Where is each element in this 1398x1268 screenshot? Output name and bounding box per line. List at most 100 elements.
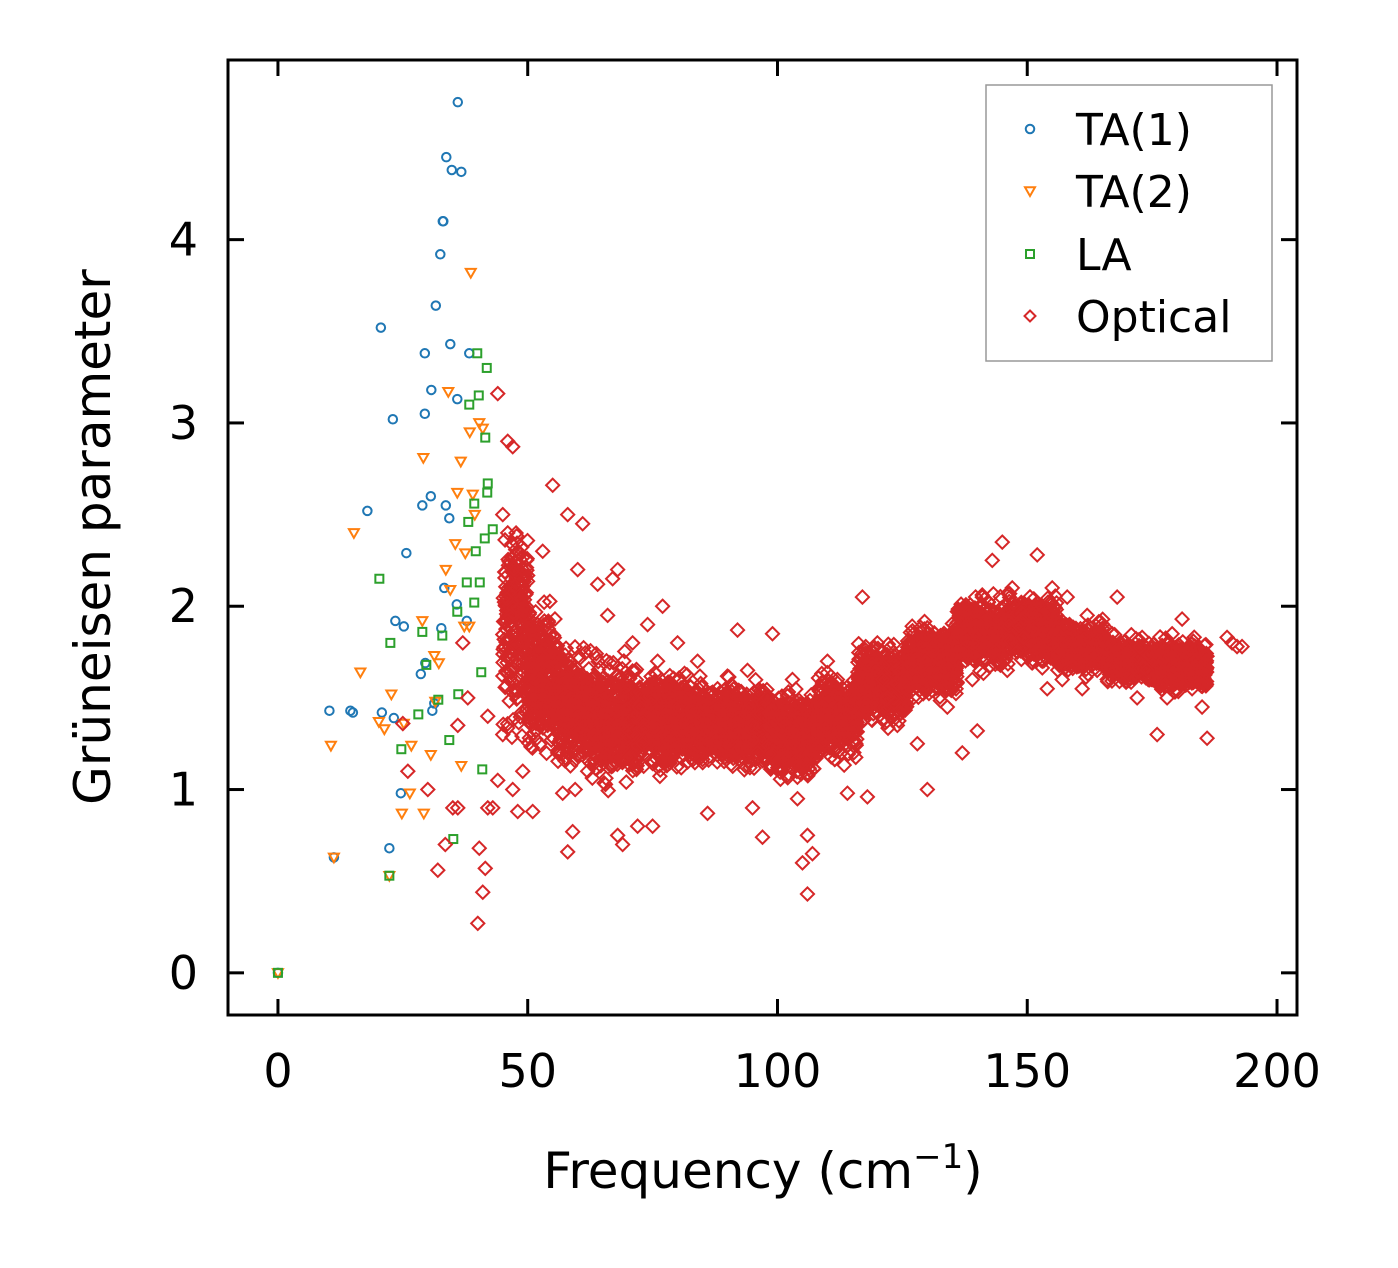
optical-band-point: [508, 633, 525, 651]
optical-band-point: [660, 684, 677, 701]
optical-band-point: [634, 712, 651, 729]
optical-band-point: [668, 758, 685, 775]
optical-band-point: [540, 613, 557, 630]
optical-band-point: [677, 690, 694, 707]
optical-band-point: [743, 716, 760, 733]
optical-band-point: [616, 643, 633, 660]
optical-band-point: [618, 732, 635, 749]
optical-band-point: [816, 728, 833, 745]
optical-band-point: [594, 676, 611, 693]
optical-band-point: [1003, 626, 1020, 643]
optical-band-point: [521, 604, 538, 621]
optical-band-point: [942, 672, 959, 689]
optical-band-point: [985, 640, 1002, 657]
optical-band-point: [588, 645, 605, 662]
optical-band-point: [694, 754, 711, 771]
optical-band-point: [719, 668, 736, 685]
optical-band-point: [691, 668, 708, 685]
optical-band-point: [631, 698, 648, 715]
optical-band-point: [792, 758, 809, 775]
optical-band-point: [723, 699, 740, 716]
optical-band-point: [1014, 605, 1031, 622]
optical-band-point: [562, 757, 579, 774]
optical-band-point: [1040, 604, 1057, 621]
optical-band-point: [902, 674, 919, 691]
optical-band-point: [501, 692, 518, 709]
optical-band-point: [966, 645, 983, 662]
optical-band-point: [878, 691, 895, 708]
optical-band-point: [685, 694, 702, 711]
optical-band-point: [570, 648, 587, 665]
optical-band-point: [943, 682, 960, 699]
optical-band-point: [810, 719, 827, 736]
optical-band-point: [605, 654, 622, 671]
optical-band-point: [870, 656, 887, 673]
optical-band-point: [557, 646, 574, 663]
optical-band-point: [619, 750, 636, 767]
optical-band-point: [628, 758, 645, 775]
optical-band-point: [643, 695, 660, 712]
optical-band-point: [618, 774, 635, 791]
optical-band-point: [543, 640, 560, 657]
optical-band-point: [778, 751, 795, 768]
optical-band-point: [500, 551, 517, 568]
optical-band-point: [585, 697, 602, 714]
optical-band-point: [695, 696, 712, 713]
optical-band-point: [498, 663, 515, 680]
optical-band-point: [527, 603, 544, 620]
optical-band-point: [999, 585, 1016, 602]
optical-band-point: [955, 644, 972, 661]
optical-band-point: [497, 679, 514, 696]
optical-band-point: [610, 703, 627, 720]
optical-band-point: [777, 746, 794, 763]
optical-band-point: [915, 685, 932, 702]
optical-band-point: [1007, 640, 1024, 657]
optical-band-point: [562, 709, 579, 726]
optical-band-point: [499, 612, 516, 629]
data-layer: [271, 96, 1251, 980]
optical-band-point: [832, 712, 849, 729]
optical-band-point: [720, 699, 737, 716]
optical-band-point: [662, 675, 679, 692]
optical-band-point: [703, 684, 720, 701]
optical-band-point: [505, 600, 522, 617]
optical-band-point: [716, 749, 733, 766]
optical-band-point: [646, 675, 664, 692]
optical-band-point: [667, 696, 684, 713]
optical-band-point: [498, 591, 516, 608]
optical-band-point: [1016, 621, 1033, 638]
optical-band-point: [786, 754, 803, 771]
optical-band-point: [919, 619, 936, 636]
optical-band-point: [947, 685, 964, 702]
optical-band-point: [657, 741, 674, 758]
optical-band-point: [676, 665, 693, 682]
optical-band-point: [1002, 611, 1019, 628]
optical-band-point: [724, 758, 741, 775]
optical-band-point: [999, 612, 1016, 629]
optical-band-point: [600, 730, 617, 747]
optical-band-point: [1015, 629, 1032, 646]
optical-band-point: [613, 681, 630, 698]
optical-band-point: [588, 649, 605, 666]
optical-band-point: [799, 718, 816, 735]
optical-band-point: [527, 710, 544, 727]
optical-band-point: [825, 693, 842, 710]
optical-band-point: [533, 701, 550, 718]
optical-band-point: [1005, 595, 1022, 612]
optical-band-point: [496, 613, 513, 630]
optical-band-point: [972, 597, 989, 614]
optical-band-point: [553, 676, 570, 693]
optical-band-point: [527, 685, 544, 702]
optical-band-point: [954, 620, 971, 637]
optical-band-point: [1025, 590, 1042, 607]
optical-band-point: [975, 665, 992, 682]
optical-band-point: [603, 698, 620, 715]
optical-band-point: [552, 714, 569, 731]
optical-band-point: [850, 635, 867, 652]
optical-band-point: [740, 700, 758, 717]
optical-band-point: [510, 646, 527, 663]
optical-band-point: [836, 706, 853, 723]
optical-band-point: [899, 682, 916, 699]
optical-band-point: [598, 751, 615, 768]
